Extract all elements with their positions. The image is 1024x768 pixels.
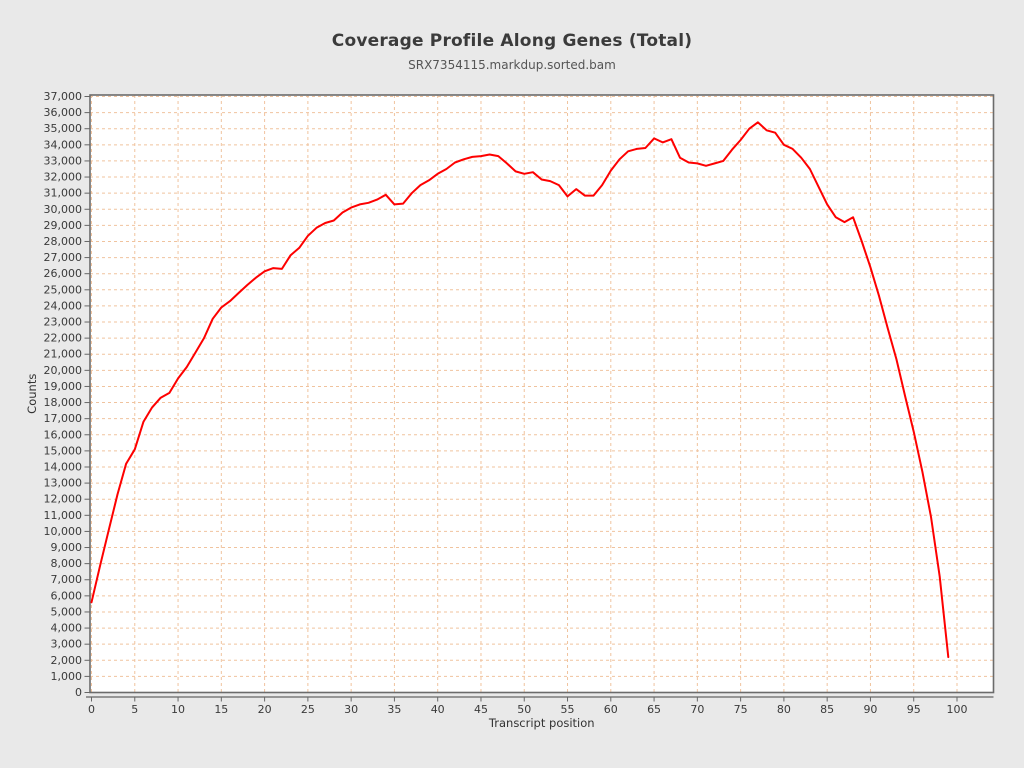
- x-tick-label: 75: [734, 703, 748, 716]
- y-tick-label: 32,000: [44, 171, 83, 184]
- y-tick-label: 22,000: [44, 332, 83, 345]
- x-tick-label: 0: [88, 703, 95, 716]
- y-tick-label: 1,000: [51, 670, 83, 683]
- x-tick-label: 70: [690, 703, 704, 716]
- y-tick-label: 28,000: [44, 235, 83, 248]
- y-tick-label: 19,000: [44, 380, 83, 393]
- y-tick-label: 24,000: [44, 299, 83, 312]
- x-tick-label: 30: [344, 703, 358, 716]
- y-tick-label: 10,000: [44, 525, 83, 538]
- y-tick-label: 21,000: [44, 348, 83, 361]
- y-tick-label: 11,000: [44, 509, 83, 522]
- y-tick-label: 17,000: [44, 412, 83, 425]
- x-axis: 0 5 10 15 20 25 30 35 40 45 50 55 60 65 70 75 80 85 90 95 10…: [86, 696, 994, 716]
- y-tick-label: 26,000: [44, 267, 83, 280]
- x-tick-label: 60: [604, 703, 618, 716]
- y-tick-label: 36,000: [44, 106, 83, 119]
- y-tick-label: 0: [75, 686, 82, 699]
- x-tick-label: 95: [907, 703, 921, 716]
- x-tick-label: 45: [474, 703, 488, 716]
- gridlines: [90, 95, 994, 693]
- x-tick-label: 80: [777, 703, 791, 716]
- x-tick-label: 40: [431, 703, 445, 716]
- y-tick-label: 35,000: [44, 122, 83, 135]
- y-tick-label: 25,000: [44, 283, 83, 296]
- y-tick-label: 14,000: [44, 460, 83, 473]
- coverage-line-series: [90, 121, 950, 659]
- y-tick-label: 16,000: [44, 428, 83, 441]
- x-axis-title: Transcript position: [488, 716, 595, 730]
- y-tick-label: 2,000: [51, 654, 83, 667]
- x-tick-label: 90: [863, 703, 877, 716]
- y-tick-label: 31,000: [44, 187, 83, 200]
- y-tick-label: 20,000: [44, 364, 83, 377]
- x-tick-label: 10: [171, 703, 185, 716]
- y-axis: 0 1,000 2,000 3,000 4,000 5,000 6,000 7,000 8,00…: [44, 90, 90, 699]
- x-tick-label: 15: [214, 703, 228, 716]
- x-tick-label: 35: [387, 703, 401, 716]
- x-tick-label: 20: [258, 703, 272, 716]
- y-tick-label: 27,000: [44, 251, 83, 264]
- x-tick-label: 100: [947, 703, 968, 716]
- y-tick-label: 13,000: [44, 477, 83, 490]
- plot-frame: [89, 94, 995, 694]
- x-tick-label: 55: [561, 703, 575, 716]
- y-tick-label: 12,000: [44, 493, 83, 506]
- y-tick-label: 9,000: [51, 541, 83, 554]
- y-tick-label: 29,000: [44, 219, 83, 232]
- y-tick-label: 34,000: [44, 138, 83, 151]
- plot-area: [90, 95, 994, 693]
- x-tick-label: 50: [517, 703, 531, 716]
- x-tick-label: 85: [820, 703, 834, 716]
- x-tick-label: 25: [301, 703, 315, 716]
- chart-subtitle: SRX7354115.markdup.sorted.bam: [408, 58, 616, 72]
- chart-title: Coverage Profile Along Genes (Total): [331, 31, 693, 51]
- y-tick-label: 7,000: [51, 573, 83, 586]
- y-tick-label: 6,000: [51, 589, 83, 602]
- y-tick-label: 23,000: [44, 316, 83, 329]
- y-tick-label: 4,000: [51, 622, 83, 635]
- x-tick-label: 5: [131, 703, 138, 716]
- y-tick-label: 8,000: [51, 557, 83, 570]
- y-axis-title: Counts: [25, 374, 39, 414]
- y-tick-label: 37,000: [44, 90, 83, 103]
- y-tick-label: 3,000: [51, 638, 83, 651]
- y-tick-label: 18,000: [44, 396, 83, 409]
- x-tick-label: 65: [647, 703, 661, 716]
- y-tick-label: 15,000: [44, 444, 83, 457]
- y-tick-label: 5,000: [51, 605, 83, 618]
- y-tick-label: 33,000: [44, 154, 83, 167]
- y-tick-label: 30,000: [44, 203, 83, 216]
